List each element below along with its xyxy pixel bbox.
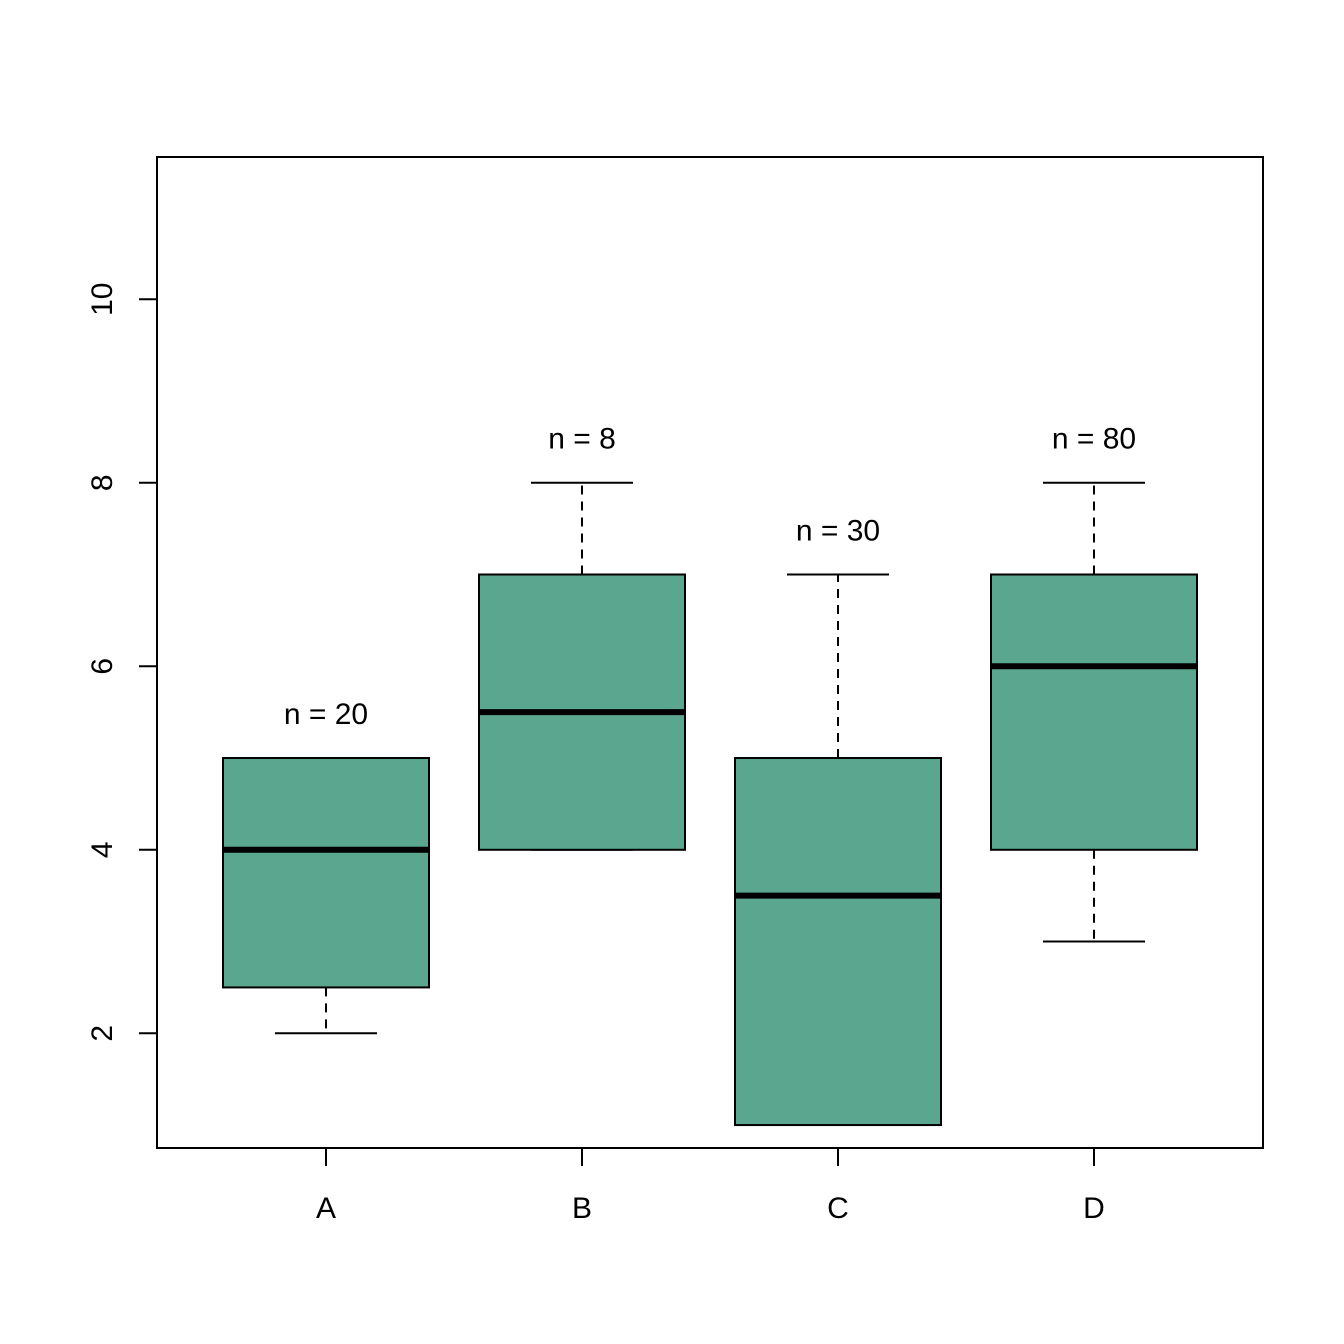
iqr-box	[990, 573, 1198, 851]
box-a	[222, 757, 430, 1035]
box-series	[222, 481, 1198, 1127]
n-label: n = 30	[796, 515, 880, 548]
x-tick-label: A	[316, 1192, 336, 1225]
x-tick-label: D	[1083, 1192, 1105, 1225]
box-c	[734, 573, 942, 1127]
y-tick-label: 6	[86, 658, 119, 675]
x-tick-label: C	[827, 1192, 849, 1225]
x-tick-label: B	[572, 1192, 592, 1225]
y-tick-label: 8	[86, 474, 119, 491]
y-tick-label: 2	[86, 1025, 119, 1042]
n-labels: n = 20 n = 8 n = 30 n = 80	[284, 423, 1136, 731]
y-tick-label: 4	[86, 841, 119, 858]
box-d	[990, 481, 1198, 943]
n-label: n = 8	[548, 423, 616, 456]
plot-frame	[156, 156, 1264, 1149]
y-tick-label: 10	[86, 283, 119, 316]
n-label: n = 20	[284, 698, 368, 731]
iqr-box	[222, 757, 430, 989]
n-label: n = 80	[1052, 423, 1136, 456]
iqr-box	[734, 757, 942, 1127]
box-b	[478, 481, 686, 851]
